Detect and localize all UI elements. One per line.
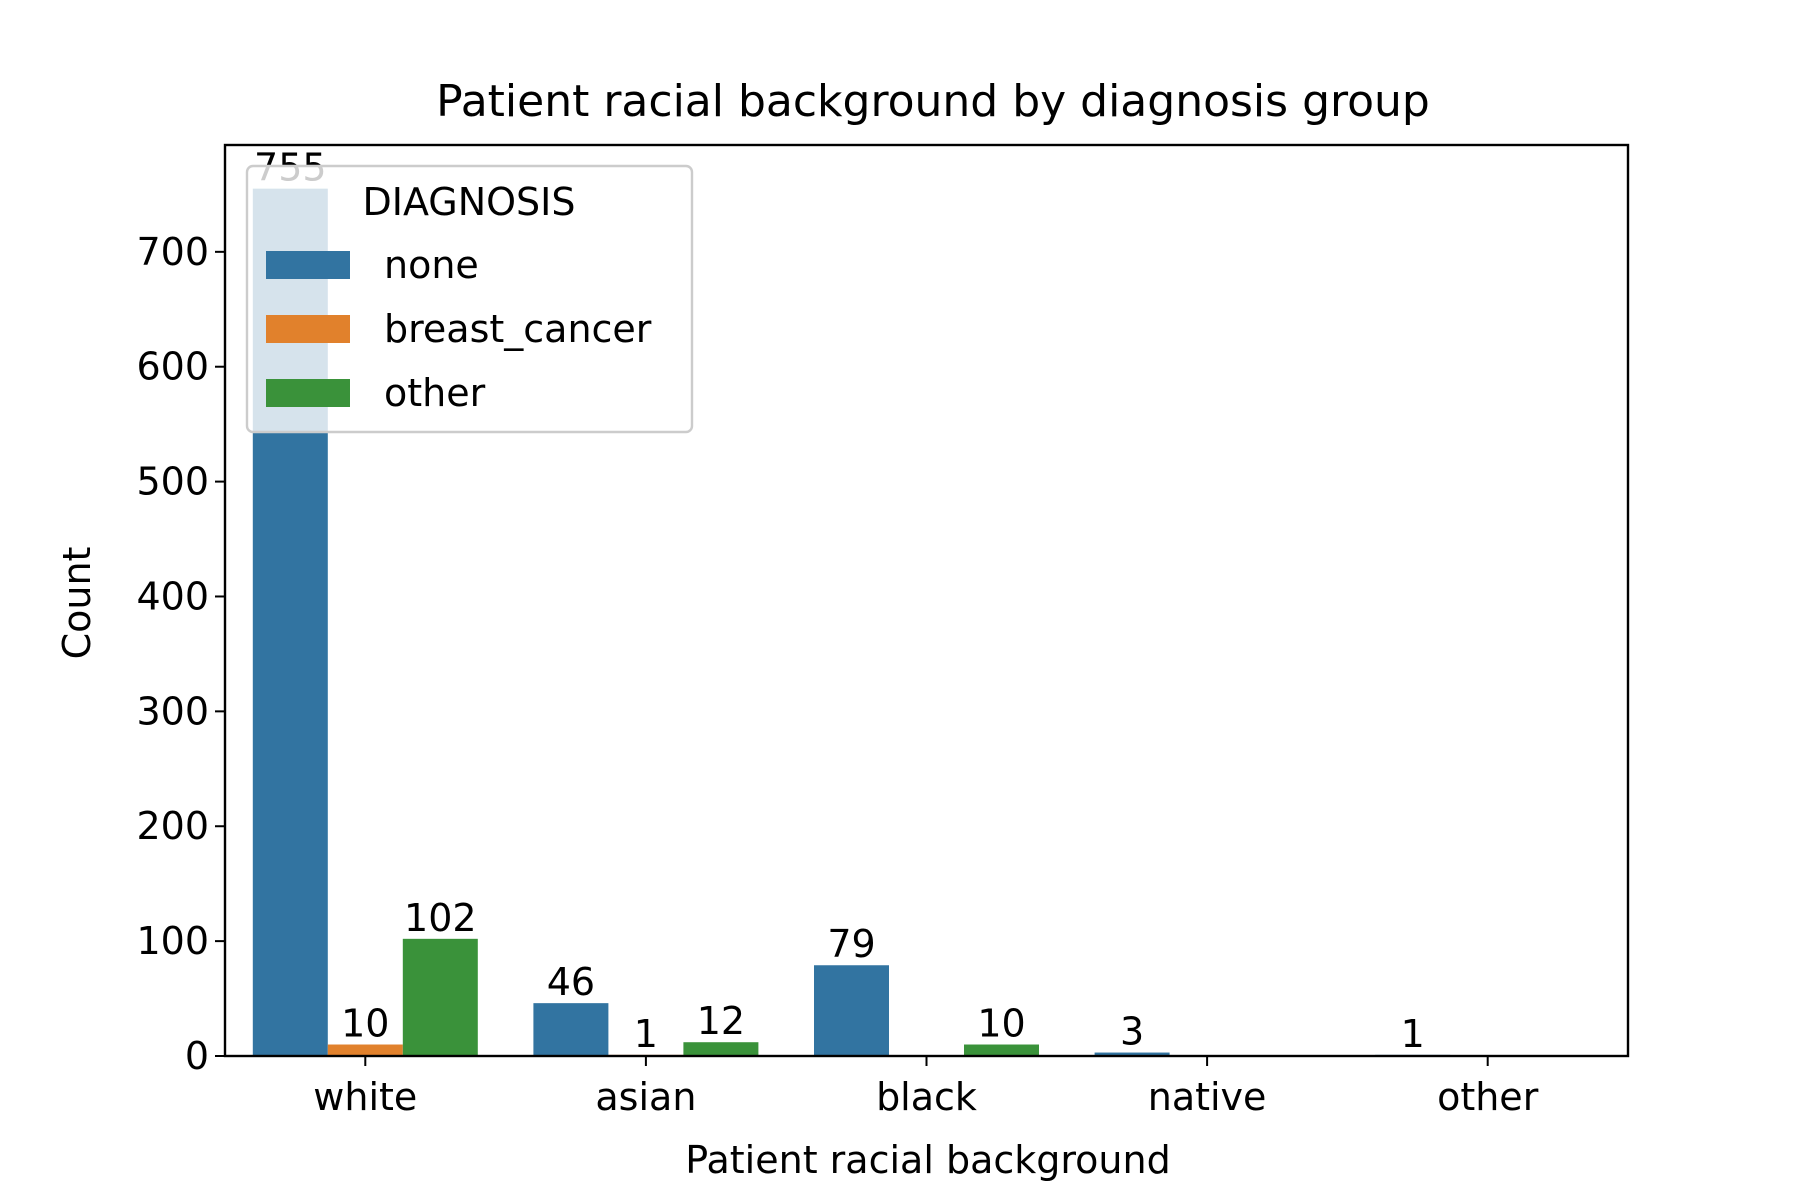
plot-frame	[223, 143, 1630, 1058]
x-tick-label: white	[313, 1075, 417, 1119]
y-tick-label: 400	[136, 574, 209, 618]
bar-none	[533, 1003, 609, 1056]
bar-breast_cancer	[327, 1044, 403, 1056]
legend-label: none	[384, 243, 479, 287]
x-tick-label: asian	[595, 1075, 696, 1119]
bar-other	[402, 938, 478, 1056]
legend-label: other	[384, 371, 486, 415]
legend-box	[245, 164, 694, 434]
x-tick-label: black	[876, 1075, 977, 1119]
y-tick-label: 600	[136, 345, 209, 389]
data-label: 12	[697, 999, 745, 1043]
bar-none	[814, 965, 889, 1056]
y-tick-label: 200	[136, 804, 209, 848]
data-label: 102	[404, 896, 477, 940]
x-tick-label: other	[1437, 1075, 1539, 1119]
bar-other	[683, 1042, 759, 1056]
y-axis-label: Count	[55, 547, 99, 660]
bar-other	[964, 1044, 1039, 1056]
legend-swatch-none	[266, 251, 350, 279]
legend-swatch-other	[266, 379, 350, 407]
chart-title: Patient racial background by diagnosis g…	[436, 76, 1430, 127]
y-tick-label: 500	[136, 460, 209, 504]
data-label: 79	[827, 922, 875, 966]
bar-none	[1094, 1052, 1170, 1056]
legend-label: breast_cancer	[384, 307, 652, 351]
y-tick-label: 100	[136, 919, 209, 963]
data-label: 10	[341, 1002, 389, 1046]
data-label: 1	[634, 1012, 658, 1056]
data-label: 3	[1120, 1010, 1144, 1054]
x-tick-label: native	[1148, 1075, 1267, 1119]
legend-title: DIAGNOSIS	[362, 180, 575, 224]
data-label: 10	[977, 1002, 1025, 1046]
x-axis-label: Patient racial background	[685, 1138, 1170, 1182]
y-tick-label: 0	[185, 1034, 209, 1078]
axis-ticks: 0 100 200 300 400 500 600 700 white asian black nat…	[136, 230, 1538, 1119]
y-tick-label: 300	[136, 689, 209, 733]
y-tick-label: 700	[136, 230, 209, 274]
data-label: 46	[547, 960, 595, 1004]
data-label: 1	[1401, 1012, 1425, 1056]
legend-swatch-breast_cancer	[266, 315, 350, 343]
